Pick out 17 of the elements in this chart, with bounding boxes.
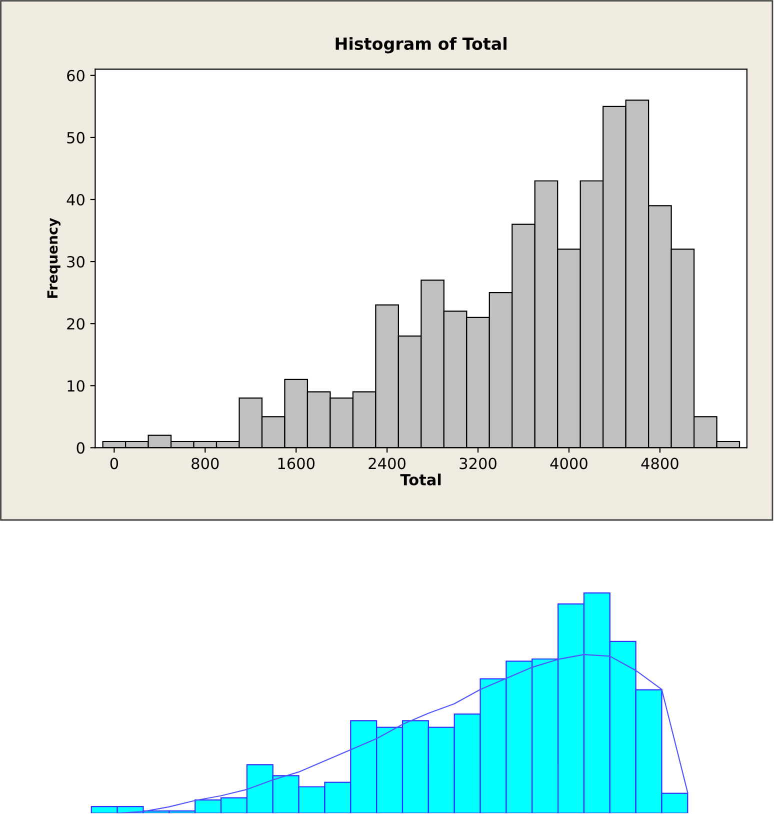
x-axis-title: Total [400, 474, 441, 486]
y-tick-label: 50 [67, 132, 84, 144]
x-tick-label: 3200 [460, 458, 496, 470]
x-tick-label: 1600 [278, 458, 315, 470]
x-tick-label: 800 [192, 458, 219, 470]
x-tick-label: 2400 [368, 458, 406, 470]
y-tick-label: 10 [68, 380, 84, 392]
x-tick-label: 4000 [550, 458, 588, 470]
y-tick-label: 40 [66, 194, 84, 206]
x-tick-label: 4800 [641, 458, 678, 470]
y-tick-label: 30 [67, 256, 84, 268]
chart-title: Histogram of Total [336, 37, 506, 54]
x-tick-label: 0 [110, 458, 118, 470]
y-tick-label: 60 [67, 70, 84, 82]
y-tick-label: 0 [76, 442, 84, 454]
y-tick-label: 20 [67, 318, 84, 330]
y-axis-title: Frequency [47, 218, 60, 298]
